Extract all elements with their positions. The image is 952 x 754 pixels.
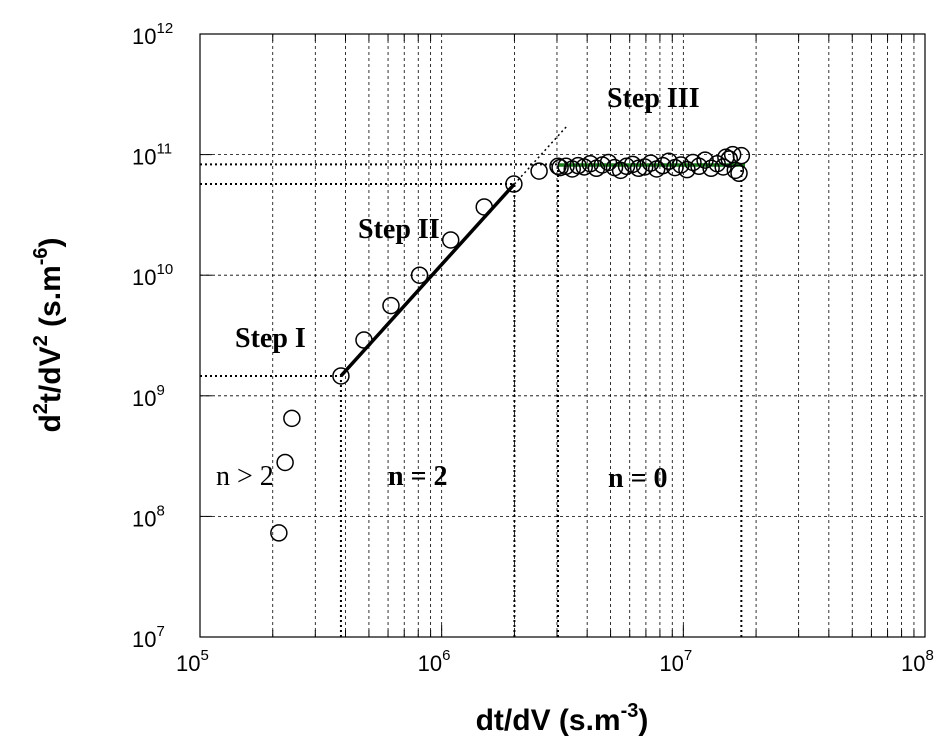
annotation: Step II	[358, 214, 440, 245]
axis-title-part: )	[638, 704, 648, 737]
tick-power: 10	[156, 261, 173, 278]
tick-label: 105	[176, 647, 209, 676]
tick-base: 10	[132, 386, 156, 411]
annotation: Step III	[607, 83, 700, 114]
data-point	[629, 159, 648, 178]
plot-frame	[199, 33, 926, 638]
data-point	[702, 159, 720, 178]
annotation: n = 0	[608, 463, 668, 494]
axis-title-part: 2	[30, 403, 52, 414]
tick-base: 10	[659, 651, 683, 676]
tick-label: 107	[659, 647, 692, 676]
data-point	[730, 164, 748, 183]
data-point	[505, 175, 523, 193]
tick-base: 10	[132, 265, 156, 290]
data-point	[654, 156, 672, 175]
tick-power: 7	[684, 647, 692, 664]
tick-power: 7	[156, 623, 164, 640]
data-point	[569, 156, 587, 175]
axis-title-part: 2	[30, 335, 52, 346]
axis-title-part: d	[34, 414, 67, 432]
data-point	[672, 156, 690, 174]
data-point	[410, 266, 429, 284]
tick-label: 106	[418, 647, 451, 676]
tick-power: 11	[156, 141, 172, 158]
axis-title-part: -3	[621, 700, 639, 722]
annotation: n = 2	[388, 461, 448, 492]
tick-base: 10	[132, 24, 156, 49]
fit-line	[339, 182, 516, 378]
fit-line	[513, 124, 569, 185]
tick-power: 6	[442, 647, 450, 664]
tick-label: 108	[901, 647, 934, 676]
tick-base: 10	[418, 651, 442, 676]
data-point	[270, 524, 288, 542]
data-point	[720, 150, 739, 168]
data-point	[530, 162, 548, 180]
tick-base: 10	[176, 651, 200, 676]
data-point	[690, 157, 708, 176]
data-point	[549, 157, 567, 176]
data-point	[623, 155, 642, 174]
axis-title-part: dt/dV (s.m	[476, 704, 621, 737]
tick-label: 1012	[132, 20, 173, 49]
data-point	[475, 198, 493, 216]
tick-power: 5	[200, 647, 208, 664]
data-point	[641, 154, 660, 172]
data-point	[660, 152, 678, 171]
data-point	[355, 331, 373, 349]
tick-power: 9	[156, 382, 164, 399]
tick-label: 1011	[132, 141, 172, 170]
data-point	[332, 367, 350, 385]
tick-label: 1010	[132, 261, 173, 290]
tick-base: 10	[132, 627, 156, 652]
data-point	[717, 148, 735, 167]
tick-label: 108	[132, 502, 165, 531]
data-point	[276, 453, 294, 472]
annotation: n > 2	[216, 461, 274, 492]
tick-power: 12	[156, 20, 173, 37]
tick-label: 107	[132, 623, 165, 652]
axis-title-part: (s.m	[34, 265, 67, 335]
tick-base: 10	[901, 651, 925, 676]
tick-power: 8	[925, 647, 933, 664]
data-point	[441, 231, 460, 249]
annotation: Step I	[235, 323, 306, 354]
axis-title-part: )	[34, 237, 67, 247]
tick-label: 109	[132, 382, 165, 411]
data-point	[382, 296, 400, 315]
tick-base: 10	[132, 145, 156, 170]
data-point	[599, 153, 618, 172]
data-point	[283, 409, 301, 428]
axis-title-part: t/dV	[34, 346, 67, 403]
axis-title-part: -6	[30, 247, 52, 265]
x-axis-title: dt/dV (s.m-3)	[476, 700, 649, 737]
data-point	[611, 161, 630, 180]
data-point	[581, 154, 600, 173]
y-axis-title: d2t/dV2 (s.m-6)	[30, 237, 67, 432]
tick-power: 8	[156, 502, 164, 519]
data-point	[551, 158, 569, 177]
tick-base: 10	[132, 506, 156, 531]
